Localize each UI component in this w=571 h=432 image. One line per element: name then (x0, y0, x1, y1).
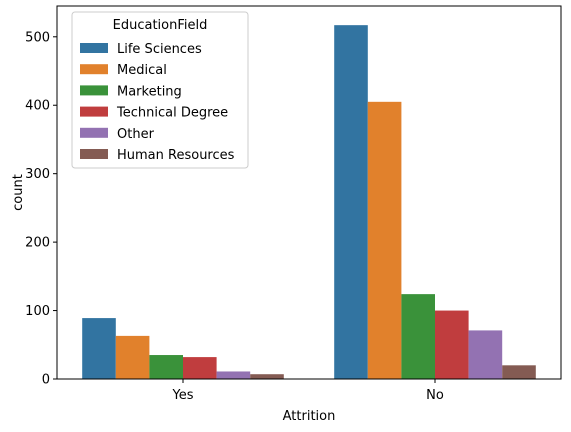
bar-life-sciences-no (334, 25, 368, 380)
legend-swatch (80, 149, 108, 159)
legend-label: Medical (117, 63, 167, 78)
y-tick-label: 400 (25, 99, 50, 114)
bar-other-yes (216, 371, 251, 379)
legend-swatch (80, 106, 108, 117)
y-axis: 0 100 200 300 400 500 (25, 30, 57, 388)
x-axis: Yes No (172, 379, 444, 403)
bar-technical-degree-yes (183, 357, 217, 379)
bar-human-resources-yes (250, 374, 284, 379)
bar-technical-degree-no (435, 310, 469, 379)
plot-frame (56, 5, 562, 380)
legend-swatch (80, 64, 108, 75)
legend-title: EducationField (113, 18, 208, 33)
y-tick-label: 0 (42, 373, 50, 388)
y-tick-label: 300 (25, 167, 50, 182)
legend-swatch (80, 127, 108, 138)
bar-medical-no (367, 101, 402, 379)
bar-other-no (468, 330, 503, 379)
legend-items: Life Sciences Medical Marketing Technical D… (80, 42, 235, 163)
legend-label: Other (117, 127, 155, 142)
bar-marketing-no (401, 294, 435, 379)
legend-label: Technical Degree (116, 106, 228, 121)
bar-marketing-yes (149, 355, 183, 379)
legend-box (71, 11, 249, 169)
x-tick-label: Yes (172, 388, 194, 403)
bar-human-resources-no (502, 365, 536, 379)
legend-label: Marketing (117, 84, 182, 99)
legend: EducationField Life Sciences Medical Marke… (71, 11, 249, 169)
legend-swatch (80, 43, 108, 53)
y-tick-label: 200 (25, 236, 50, 251)
y-tick-label: 100 (25, 304, 50, 319)
y-tick-label: 500 (25, 30, 50, 45)
y-axis-label: count (11, 174, 26, 211)
bar-medical-yes (115, 335, 150, 379)
legend-swatch (80, 85, 108, 96)
x-axis-label: Attrition (283, 409, 336, 424)
legend-label: Human Resources (117, 148, 235, 163)
bar-life-sciences-yes (82, 318, 116, 379)
bars-group (82, 25, 536, 380)
x-tick-label: No (426, 388, 444, 403)
legend-label: Life Sciences (117, 42, 202, 57)
